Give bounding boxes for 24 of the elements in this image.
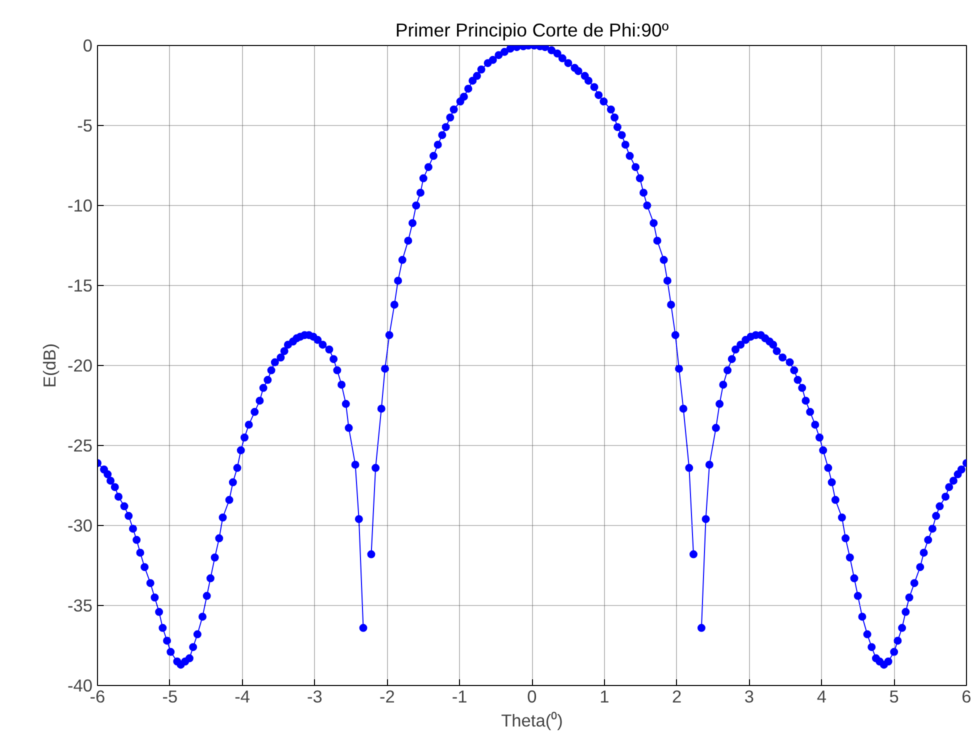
y-tick-label: -30 [67, 516, 92, 536]
x-tick-label: 5 [889, 686, 899, 706]
x-tick-label: -5 [162, 686, 178, 706]
x-tick-label: 1 [600, 686, 610, 706]
y-tick-label: -15 [67, 276, 92, 296]
y-tick-label: -10 [67, 196, 92, 216]
y-tick-label: 0 [82, 36, 93, 56]
chart-title: Primer Principio Corte de Phi:90º [395, 20, 669, 40]
x-tick-label: 2 [672, 686, 682, 706]
x-tick-label: -1 [452, 686, 468, 706]
x-tick-label: -4 [234, 686, 250, 706]
y-tick-label: -20 [67, 356, 92, 376]
x-tick-label: 0 [527, 686, 537, 706]
x-tick-label: 4 [816, 686, 827, 706]
y-tick-label: -25 [67, 436, 92, 456]
x-tick-label: 6 [962, 686, 972, 706]
y-axis-title: E(dB) [39, 343, 60, 388]
x-tick-label: -2 [379, 686, 395, 706]
y-tick-label: -5 [77, 116, 93, 136]
x-tick-label: -3 [307, 686, 322, 706]
y-tick-label: -40 [67, 676, 92, 696]
x-tick-label: 3 [744, 686, 754, 706]
x-axis-title: Theta(⁰) [501, 710, 563, 730]
y-tick-label: -35 [67, 596, 92, 616]
